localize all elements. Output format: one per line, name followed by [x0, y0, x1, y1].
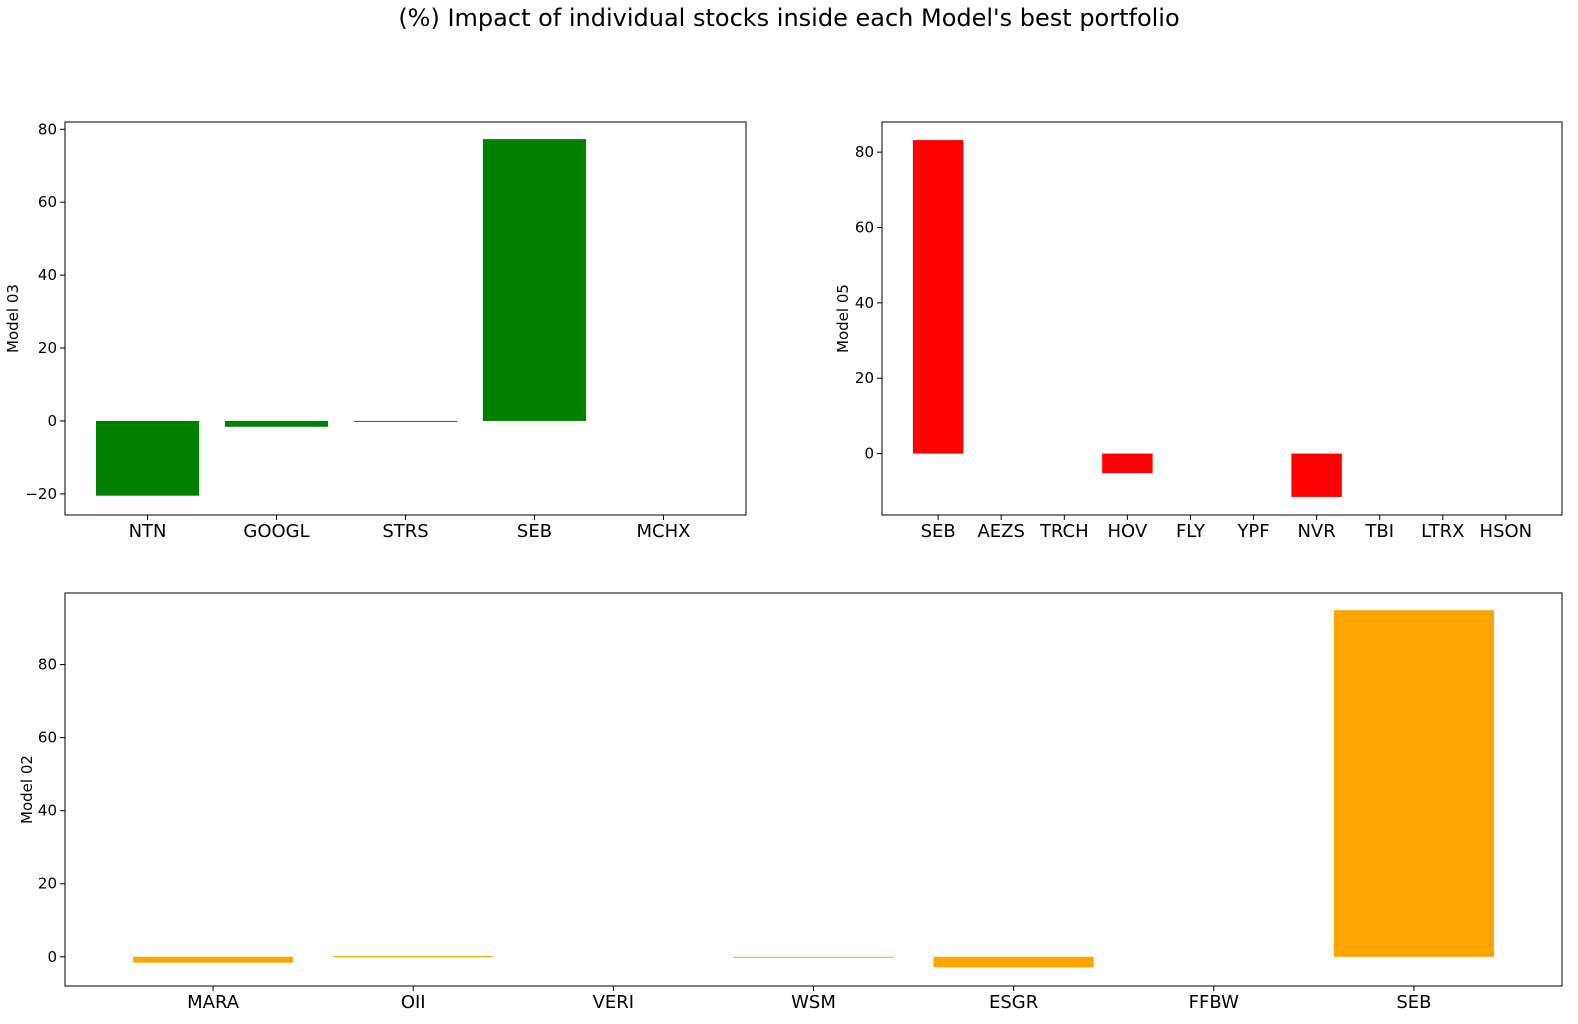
bar-esgr [933, 956, 1094, 968]
x-tick-label-mara: MARA [187, 992, 240, 1013]
x-tick-label-tbi: TBI [1364, 521, 1394, 542]
y-tick-label: 0 [47, 412, 57, 430]
x-tick-label-googl: GOOGL [243, 521, 309, 542]
bar-seb [912, 140, 964, 454]
bar-wsm [733, 956, 894, 958]
bar-googl [224, 420, 329, 427]
y-tick-label: 20 [38, 339, 57, 357]
y-tick-label: 0 [47, 948, 57, 966]
plot-frame [881, 121, 1563, 516]
chart-model-05: 0 20 40 60 80 SEB AEZS TRCH HOV FLY YPF NVR TBI LTRX H… [834, 121, 1563, 542]
x-tick-label-nvr: NVR [1297, 521, 1335, 542]
x-tick-label-strs: STRS [382, 521, 428, 542]
x-tick-label-seb: SEB [921, 521, 956, 542]
bar-mara [133, 956, 294, 963]
x-tick-label-seb: SEB [1396, 992, 1431, 1013]
x-tick-label-trch: TRCH [1039, 521, 1089, 542]
x-tick-label-hov: HOV [1108, 521, 1148, 542]
bar-strs [353, 420, 458, 422]
bar-seb [1333, 610, 1494, 957]
y-tick-label: 80 [855, 143, 874, 161]
y-axis-label: Model 03 [4, 284, 22, 353]
y-tick-label: 60 [38, 193, 57, 211]
x-tick-label-wsm: WSM [791, 992, 836, 1013]
y-tick-label: 60 [855, 219, 874, 237]
x-tick-label-hson: HSON [1480, 521, 1533, 542]
y-tick-label: 20 [855, 369, 874, 387]
y-tick-label: 40 [38, 802, 57, 820]
x-tick-label-seb: SEB [517, 521, 552, 542]
x-tick-label-oii: OII [401, 992, 426, 1013]
y-tick-label: 20 [38, 875, 57, 893]
x-tick-label-ypf: YPF [1236, 521, 1269, 542]
x-tick-label-fly: FLY [1176, 521, 1206, 542]
bar-nvr [1291, 453, 1342, 497]
chart-model-02: 0 20 40 60 80 MARA OII VERI WSM ESGR FFBW SEB Model … [18, 592, 1563, 1013]
chart-model-03: −20 0 20 40 60 80 NTN GOOGL STRS SEB MCHX Model 03 [4, 120, 747, 542]
bar-hov [1102, 453, 1153, 474]
y-axis-label: Model 05 [834, 284, 852, 353]
x-tick-label-aezs: AEZS [977, 521, 1024, 542]
y-tick-label: 60 [38, 729, 57, 747]
y-axis-label: Model 02 [18, 755, 36, 824]
bar-seb [482, 139, 587, 421]
x-tick-label-ffbw: FFBW [1189, 992, 1239, 1013]
figure-title: (%) Impact of individual stocks inside e… [398, 4, 1179, 32]
x-tick-label-mchx: MCHX [636, 521, 690, 542]
y-tick-label: 40 [855, 294, 874, 312]
x-tick-label-veri: VERI [593, 992, 635, 1013]
x-tick-label-ltrx: LTRX [1421, 521, 1464, 542]
y-tick-label: 80 [38, 120, 57, 138]
bar-oii [333, 956, 494, 958]
x-tick-label-ntn: NTN [129, 521, 167, 542]
y-tick-label: 80 [38, 656, 57, 674]
y-tick-label: 0 [864, 445, 874, 463]
y-tick-label: −20 [25, 485, 57, 503]
x-tick-label-esgr: ESGR [989, 992, 1038, 1013]
bar-ntn [95, 420, 200, 496]
y-tick-label: 40 [38, 266, 57, 284]
